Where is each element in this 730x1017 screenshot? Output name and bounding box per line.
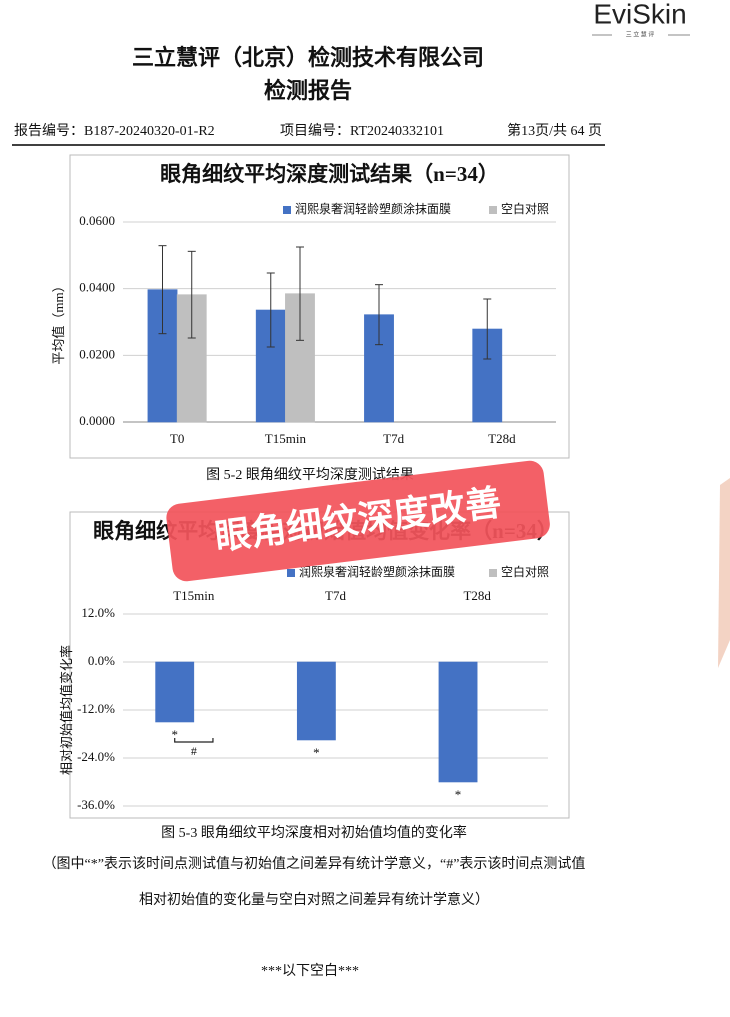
legend-label: 润熙泉奢润轻龄塑颜涂抹面膜 <box>295 201 451 216</box>
legend-label: 润熙泉奢润轻龄塑颜涂抹面膜 <box>299 564 455 579</box>
legend-swatch <box>283 206 291 214</box>
page-number: 第13页/共 64 页 <box>507 122 602 139</box>
figure-caption: 图 5-3 眼角细纹平均深度相对初始值均值的变化率 <box>161 824 467 841</box>
y-tick-label: -24.0% <box>77 749 115 764</box>
y-tick-label: 12.0% <box>81 605 115 620</box>
x-tick-label: T15min <box>265 431 307 446</box>
y-tick-label: 0.0400 <box>79 280 115 295</box>
company-name: 三立慧评（北京）检测技术有限公司 <box>132 45 484 70</box>
y-tick-label: 0.0% <box>88 653 115 668</box>
figure-note: （图中“*”表示该时间点测试值与初始值之间差异有统计学意义，“#”表示该时间点测… <box>43 855 586 872</box>
x-tick-label: T7d <box>383 431 404 446</box>
y-tick-label: -36.0% <box>77 797 115 812</box>
legend-swatch <box>489 569 497 577</box>
significance-mark: * <box>171 727 178 742</box>
logo-sub: 三 立 慧 评 <box>626 30 655 38</box>
error-bar <box>158 245 167 335</box>
significance-mark: * <box>313 745 320 760</box>
x-tick-label: T28d <box>488 431 516 446</box>
footer-text: ***以下空白*** <box>261 963 359 979</box>
project-number: 项目编号：RT20240332101 <box>280 123 444 139</box>
bar <box>438 661 478 783</box>
bar <box>155 661 195 723</box>
x-tick-label: T7d <box>325 588 346 603</box>
figure-caption: 图 5-2 眼角细纹平均深度测试结果 <box>206 467 414 483</box>
error-bar <box>187 250 196 339</box>
legend-swatch <box>287 569 295 577</box>
error-bar <box>295 246 304 341</box>
x-tick-label: T0 <box>170 431 184 446</box>
y-tick-label: 0.0600 <box>79 213 115 228</box>
legend-label: 空白对照 <box>501 564 549 579</box>
report-number: 报告编号：B187-20240320-01-R2 <box>14 123 215 139</box>
y-tick-label: 0.0200 <box>79 346 115 361</box>
edge-decoration <box>718 478 730 668</box>
bar <box>296 661 336 741</box>
error-bar <box>483 298 492 360</box>
x-tick-label: T15min <box>173 588 215 603</box>
figure-note: 相对初始值的变化量与空白对照之间差异有统计学意义） <box>139 891 489 908</box>
chart-title: 眼角细纹平均深度测试结果（n=34） <box>160 162 499 186</box>
y-axis-label: 平均值（mm） <box>51 279 66 364</box>
y-tick-label: -12.0% <box>77 701 115 716</box>
x-tick-label: T28d <box>463 588 491 603</box>
chart-frame <box>69 154 570 459</box>
significance-mark: # <box>191 744 197 758</box>
error-bar <box>266 272 275 348</box>
overlay-sticker: 眼角细纹深度改善 <box>166 460 550 582</box>
y-axis-label: 相对初始值均值变化率 <box>59 645 74 775</box>
charts: 眼角细纹平均深度测试结果（n=34） 平均值（mm） 0.0000 0.0200 0.0… <box>51 162 558 812</box>
y-tick-label: 0.0000 <box>79 413 115 428</box>
sticker-background <box>166 460 550 582</box>
legend-label: 空白对照 <box>501 201 549 216</box>
significance-mark: * <box>455 787 462 802</box>
significance-bracket <box>174 738 214 743</box>
legend-swatch <box>489 206 497 214</box>
report-title: 检测报告 <box>264 78 352 103</box>
error-bar <box>375 284 384 346</box>
logo-brand: EviSkin <box>593 0 686 29</box>
